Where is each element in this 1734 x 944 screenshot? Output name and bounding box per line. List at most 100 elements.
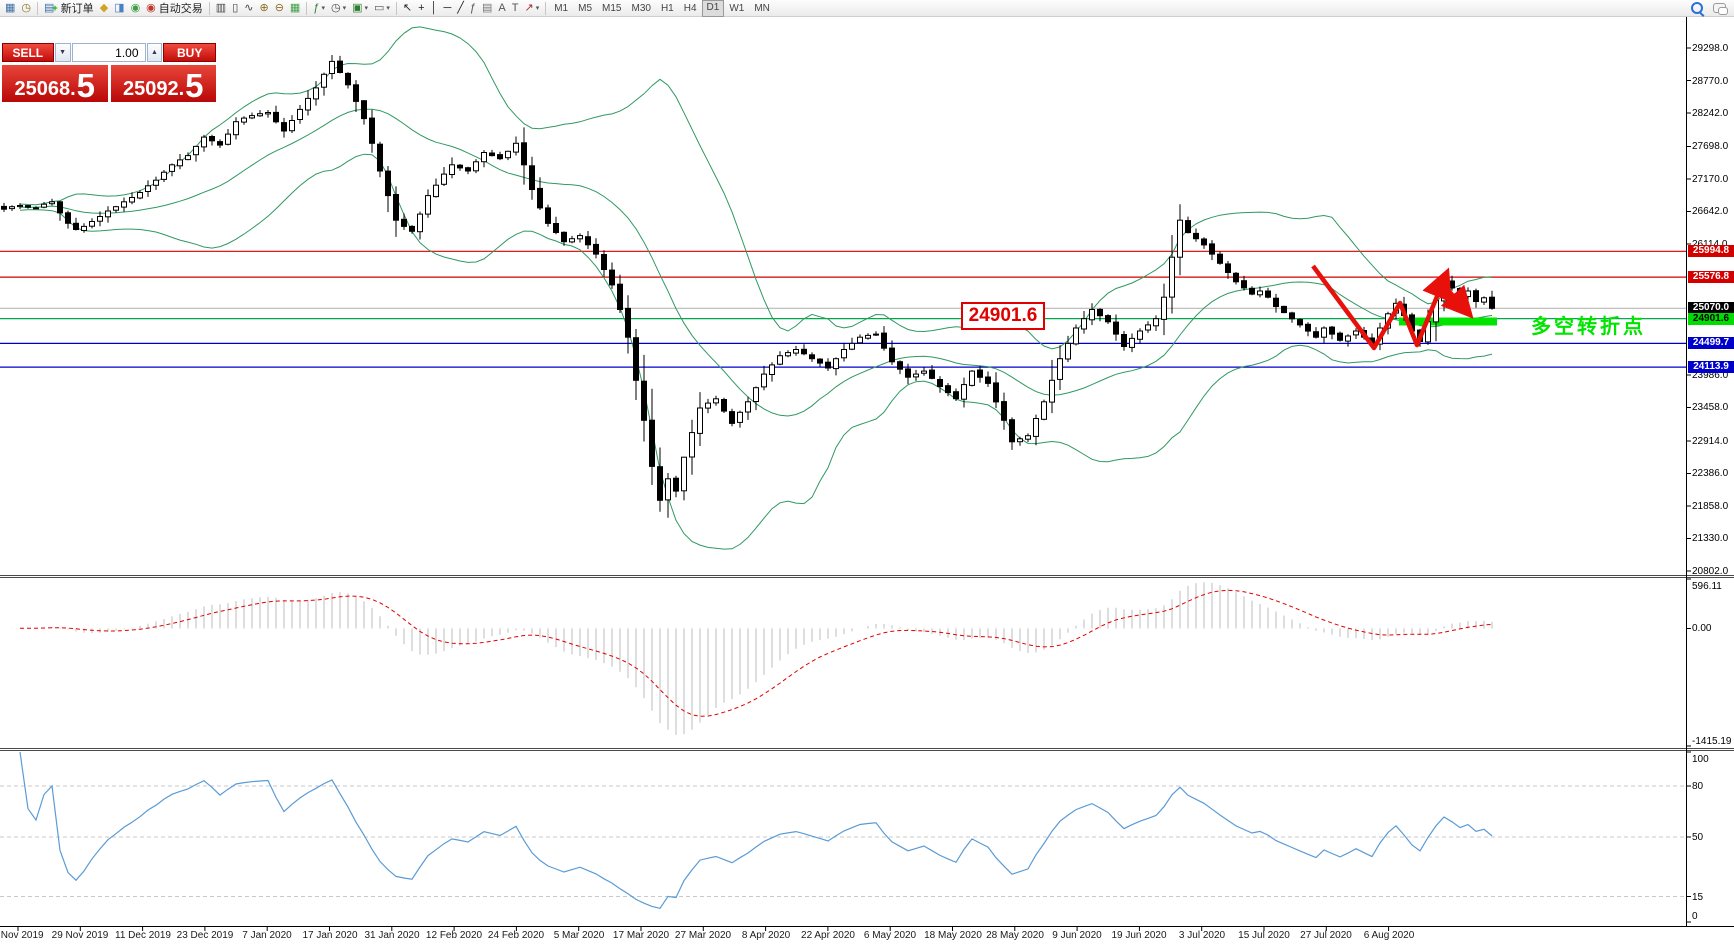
volume-decrease-button[interactable]: ▼ bbox=[54, 43, 71, 62]
toolbar-separator bbox=[37, 1, 39, 15]
indicators-icon: ƒ bbox=[313, 1, 320, 14]
timeframe-m5-button[interactable]: M5 bbox=[578, 2, 593, 14]
text-icon: A bbox=[498, 1, 506, 14]
buy-button[interactable]: BUY bbox=[163, 43, 216, 62]
timeframe-h4-button[interactable]: H4 bbox=[683, 2, 697, 14]
macd-signal-line bbox=[19, 589, 1493, 717]
text-label-icon: T bbox=[511, 1, 519, 14]
toolbar-separator bbox=[306, 1, 308, 15]
turning-point-annotation: 多空转折点 bbox=[1531, 316, 1646, 338]
candlestick-chart-icon[interactable]: ▯ bbox=[229, 1, 241, 16]
timeframe-h1-button[interactable]: H1 bbox=[660, 2, 674, 14]
sell-price-display[interactable]: 25068. 5 bbox=[2, 65, 108, 102]
sell-price-pips: 5 bbox=[76, 67, 96, 104]
toolbar-separator bbox=[545, 1, 547, 15]
arrows-icon: ↗ bbox=[524, 1, 534, 14]
volume-increase-button[interactable]: ▲ bbox=[146, 43, 163, 62]
bollinger-lower-band bbox=[19, 153, 1493, 550]
line-chart-icon[interactable]: ∿ bbox=[241, 1, 256, 16]
signals-icon[interactable]: ◉ bbox=[128, 1, 144, 16]
channel-icon[interactable]: ▤ bbox=[479, 1, 495, 16]
periods-icon[interactable]: ◷ ▾ bbox=[328, 1, 349, 16]
cursor-icon[interactable]: ↖ bbox=[400, 1, 415, 16]
channel-icon: ▤ bbox=[482, 1, 493, 14]
trendline-icon: ╱ bbox=[457, 1, 464, 14]
crosshair-icon[interactable]: + bbox=[415, 1, 427, 16]
chart-shift-icon: ▭ bbox=[374, 1, 385, 14]
new-order-button: ▤ bbox=[44, 1, 55, 14]
text-label-icon[interactable]: T bbox=[509, 1, 522, 16]
vertical-line-icon[interactable]: │ bbox=[428, 1, 441, 16]
volume-input[interactable] bbox=[71, 43, 146, 62]
signals-icon: ◉ bbox=[130, 1, 141, 14]
cursor-icon: ↖ bbox=[402, 1, 413, 14]
autotrading-button-label: 自动交易 bbox=[158, 3, 203, 15]
periods-icon: ◷ bbox=[330, 1, 341, 14]
candlestick-chart-icon: ▯ bbox=[232, 1, 239, 14]
profiles-icon[interactable]: ◷ bbox=[18, 1, 34, 16]
tile-windows-icon[interactable]: ▦ bbox=[287, 1, 303, 16]
one-click-trading-panel: SELL ▼ ▲ BUY 25068. 5 25092. 5 bbox=[2, 43, 216, 102]
timeframe-m1-button[interactable]: M1 bbox=[554, 2, 569, 14]
text-icon[interactable]: A bbox=[495, 1, 508, 16]
zoom-out-icon[interactable]: ⊖ bbox=[272, 1, 287, 16]
price-note-annotation: 24901.6 bbox=[961, 302, 1045, 330]
fibonacci-icon: ƒ bbox=[469, 1, 476, 14]
zigzag-arrow-annotation bbox=[1311, 264, 1452, 351]
new-order-button-label: 新订单 bbox=[60, 3, 94, 15]
toolbar-separator bbox=[208, 1, 210, 15]
search-icon[interactable] bbox=[1691, 2, 1703, 14]
timeframe-m15-button[interactable]: M15 bbox=[602, 2, 622, 14]
chevron-down-icon: ▾ bbox=[386, 5, 390, 12]
bar-chart-icon: ▥ bbox=[215, 1, 227, 14]
buy-price-main: 25092. bbox=[122, 78, 185, 100]
zoom-out-icon: ⊖ bbox=[274, 1, 284, 14]
timeframe-m30-button[interactable]: M30 bbox=[631, 2, 651, 14]
chat-icon[interactable] bbox=[1713, 3, 1728, 15]
tile-windows-icon: ▦ bbox=[289, 1, 301, 14]
chevron-down-icon: ▾ bbox=[321, 5, 325, 12]
bar-chart-icon[interactable]: ▥ bbox=[213, 1, 229, 16]
timeframe-w1-button[interactable]: W1 bbox=[729, 2, 745, 14]
metaeditor-icon: ◆ bbox=[99, 1, 109, 14]
timeframe-d1-button[interactable]: D1 bbox=[701, 0, 725, 17]
templates-icon[interactable]: ▣ ▾ bbox=[349, 1, 371, 16]
buy-price-pips: 5 bbox=[185, 67, 204, 104]
indicators-icon[interactable]: ƒ ▾ bbox=[310, 1, 328, 16]
new-order-button[interactable]: ▤ + 新订单 bbox=[44, 1, 94, 16]
autotrading-button[interactable]: ◉ 自动交易 bbox=[143, 1, 206, 16]
profiles-icon: ◷ bbox=[21, 1, 32, 14]
zoom-in-icon[interactable]: ⊕ bbox=[256, 1, 271, 16]
zoom-in-icon: ⊕ bbox=[259, 1, 269, 14]
trendline-icon[interactable]: ╱ bbox=[454, 1, 467, 16]
sell-button[interactable]: SELL bbox=[2, 43, 54, 62]
crosshair-icon: + bbox=[418, 1, 425, 14]
line-chart-icon: ∿ bbox=[244, 1, 254, 14]
chart-shift-icon[interactable]: ▭ ▾ bbox=[371, 1, 393, 16]
chevron-down-icon: ▾ bbox=[364, 5, 368, 12]
chevron-down-icon: ▾ bbox=[535, 5, 540, 12]
bollinger-upper-band bbox=[19, 26, 1493, 350]
templates-icon: ▣ bbox=[352, 1, 363, 14]
fibonacci-icon[interactable]: ƒ bbox=[467, 1, 479, 16]
horizontal-line-icon: ─ bbox=[443, 1, 452, 14]
autotrading-button: ◉ bbox=[146, 1, 156, 14]
new-chart-icon: ▦ bbox=[5, 1, 16, 14]
terminal-icon[interactable]: ◨ bbox=[111, 1, 127, 16]
horizontal-line-icon[interactable]: ─ bbox=[440, 1, 454, 16]
arrows-icon[interactable]: ↗ ▾ bbox=[521, 1, 542, 16]
main-toolbar: ▦ ◷ ▤ + 新订单 ◆ ◨ ◉ ◉ 自动交易 ▥ ▯ ∿ ⊕ ⊖ ▦ ƒ ▾ ◷ ▾ ▣ ▾ ▭ ▾ ↖ + │ ─ ╱ ƒ ▤ A T ↗ ▾… bbox=[0, 0, 1734, 17]
vertical-line-icon: │ bbox=[430, 1, 438, 14]
terminal-icon: ◨ bbox=[114, 1, 125, 14]
support-highlight-bar bbox=[1399, 317, 1497, 326]
chevron-down-icon: ▾ bbox=[342, 5, 347, 12]
new-chart-icon[interactable]: ▦ bbox=[2, 1, 18, 16]
timeframe-mn-button[interactable]: MN bbox=[754, 2, 770, 14]
rsi-line bbox=[19, 751, 1493, 909]
toolbar-separator bbox=[395, 1, 397, 15]
sell-price-main: 25068. bbox=[14, 78, 76, 100]
metaeditor-icon[interactable]: ◆ bbox=[97, 1, 111, 16]
buy-price-display[interactable]: 25092. 5 bbox=[110, 65, 216, 104]
down-arrow-annotation bbox=[1440, 284, 1474, 319]
